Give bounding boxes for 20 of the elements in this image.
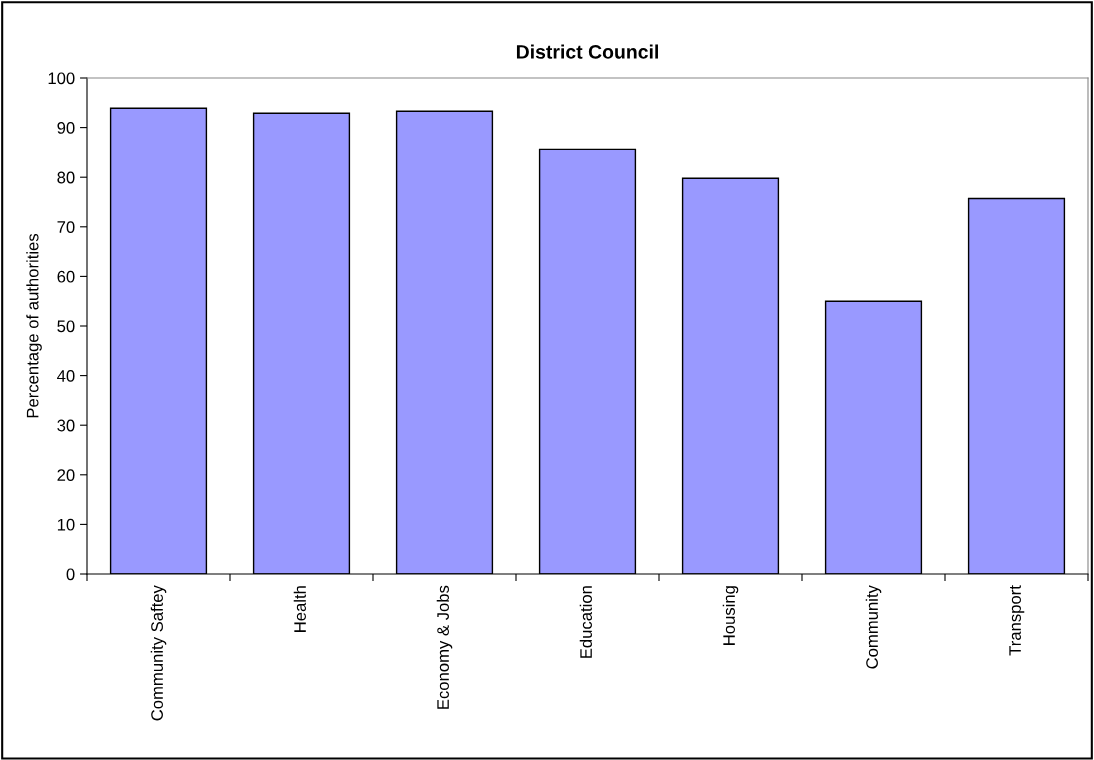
y-tick-label: 100 — [48, 72, 75, 85]
y-tick-label: 30 — [57, 419, 75, 432]
x-tick-label: Economy & Jobs — [436, 585, 453, 709]
y-tick-label: 80 — [57, 171, 75, 184]
x-tick-label: Health — [293, 586, 306, 632]
y-tick-label: 50 — [57, 320, 75, 333]
y-axis-title: Percentage of authorities — [26, 233, 42, 418]
y-tick-label: 40 — [57, 370, 75, 382]
y-tick-label: 90 — [57, 122, 75, 134]
y-tick-label: 60 — [57, 270, 75, 283]
x-tick-label: Transport — [1009, 585, 1025, 656]
y-tick-label: 10 — [57, 518, 75, 531]
x-tick-label: Community Saftey — [150, 585, 167, 721]
y-tick-label: 20 — [57, 469, 75, 481]
y-tick-label: 70 — [57, 221, 75, 233]
x-tick-label: Community — [865, 585, 882, 669]
y-tick-label: 0 — [66, 568, 75, 581]
x-tick-label: Education — [579, 586, 592, 658]
chart-title: District Council — [516, 44, 658, 59]
x-tick-label: Housing — [722, 586, 739, 645]
